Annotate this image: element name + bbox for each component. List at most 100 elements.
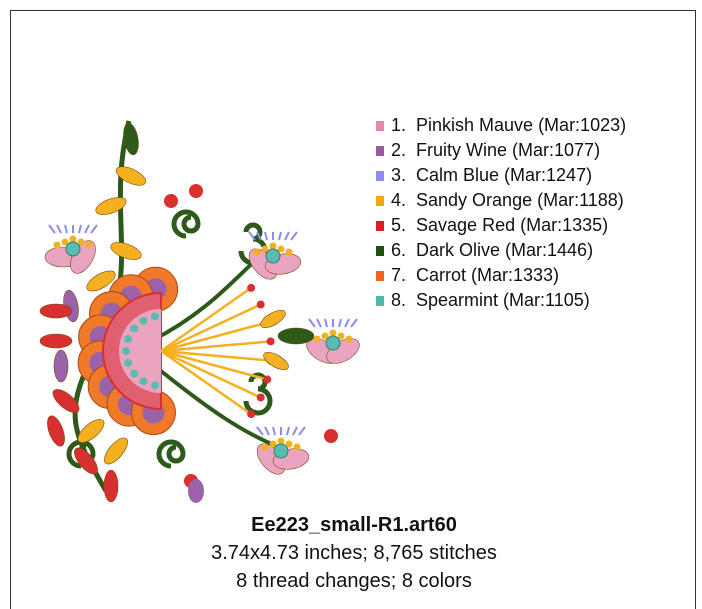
fan-inner: [119, 309, 161, 393]
bead: [124, 335, 133, 344]
color-swatch: [376, 295, 384, 306]
legend-label: 2. Fruity Wine (Mar:1077): [391, 140, 601, 160]
ray: [344, 318, 350, 328]
design-info: Ee223_small-R1.art60 3.74x4.73 inches; 8…: [11, 511, 697, 595]
dot: [61, 238, 69, 246]
stamen: [160, 286, 252, 353]
legend-label: 8. Spearmint (Mar:1105): [391, 290, 590, 310]
dot: [293, 443, 301, 451]
dot: [69, 235, 77, 243]
leaf: [47, 415, 65, 447]
dot: [85, 241, 93, 249]
color-swatch: [376, 145, 384, 156]
leaf: [95, 197, 127, 215]
ray: [56, 224, 62, 234]
legend-item: 2. Fruity Wine (Mar:1077): [376, 138, 626, 163]
dot: [313, 335, 321, 343]
color-legend: 1. Pinkish Mauve (Mar:1023) 2. Fruity Win…: [376, 113, 626, 313]
ray: [308, 318, 316, 328]
legend-label: 1. Pinkish Mauve (Mar:1023): [391, 115, 627, 135]
ray: [78, 224, 82, 234]
stamen: [160, 349, 262, 399]
stamen: [160, 340, 271, 353]
dot: [261, 443, 269, 451]
berry: [324, 429, 338, 443]
dot: [321, 332, 329, 340]
stamen-tip: [256, 393, 265, 402]
spiral: [243, 372, 273, 416]
bead: [150, 381, 159, 390]
stamen: [160, 349, 271, 362]
leaf: [39, 303, 73, 319]
berry: [164, 194, 178, 208]
stamen-tip: [247, 283, 256, 292]
color-swatch: [376, 195, 384, 206]
flower-center: [65, 241, 81, 257]
spiral: [156, 439, 186, 469]
stamen: [160, 349, 268, 381]
leaf: [103, 469, 119, 503]
ray: [264, 231, 268, 241]
ray: [278, 231, 282, 241]
ray: [248, 231, 256, 241]
ray: [264, 426, 270, 436]
leaf: [74, 447, 98, 475]
legend-label: 7. Carrot (Mar:1333): [391, 265, 560, 285]
dot: [337, 332, 345, 340]
design-card: 1. Pinkish Mauve (Mar:1023) 2. Fruity Win…: [10, 10, 696, 609]
bead: [150, 312, 159, 321]
flower-center: [273, 443, 289, 459]
ray: [316, 318, 322, 328]
dot: [53, 241, 61, 249]
spiral: [171, 209, 201, 239]
embroidery-image: [39, 120, 360, 503]
bead: [130, 369, 139, 378]
color-swatch: [376, 170, 384, 181]
leaf: [86, 270, 116, 292]
berry: [189, 184, 203, 198]
color-swatch: [376, 120, 384, 131]
color-swatch: [376, 245, 384, 256]
leaf: [263, 351, 289, 371]
bead: [124, 358, 133, 367]
leaf: [77, 419, 105, 443]
legend-label: 6. Dark Olive (Mar:1446): [391, 240, 594, 260]
bead: [139, 316, 148, 325]
leaf: [260, 309, 286, 329]
dot: [253, 248, 261, 256]
dot: [269, 242, 277, 250]
stem: [159, 369, 277, 448]
leaf: [104, 437, 128, 465]
ray: [338, 318, 342, 328]
leaf: [53, 349, 69, 383]
dot: [345, 335, 353, 343]
stamen-tip: [247, 410, 256, 419]
legend-item: 6. Dark Olive (Mar:1446): [376, 238, 626, 263]
legend-label: 4. Sandy Orange (Mar:1188): [391, 190, 624, 210]
ray: [298, 426, 306, 436]
stamen: [160, 321, 268, 353]
stamen: [160, 303, 262, 353]
color-swatch: [376, 270, 384, 281]
leaf: [52, 389, 80, 413]
bead: [130, 324, 139, 333]
flower-center: [325, 335, 341, 351]
bud: [188, 479, 204, 503]
legend-item: 5. Savage Red (Mar:1335): [376, 213, 626, 238]
ray: [272, 426, 276, 436]
legend-item: 8. Spearmint (Mar:1105): [376, 288, 626, 313]
legend-item: 4. Sandy Orange (Mar:1188): [376, 188, 626, 213]
ray: [256, 231, 262, 241]
ray: [256, 426, 264, 436]
legend-item: 1. Pinkish Mauve (Mar:1023): [376, 113, 626, 138]
ray: [90, 224, 98, 234]
legend-item: 3. Calm Blue (Mar:1247): [376, 163, 626, 188]
stamen-tip: [266, 337, 275, 346]
leaf: [277, 327, 315, 345]
leaf: [110, 242, 142, 260]
ray: [64, 224, 68, 234]
stamen-tip: [263, 375, 272, 384]
legend-label: 5. Savage Red (Mar:1335): [391, 215, 609, 235]
bead: [139, 377, 148, 386]
